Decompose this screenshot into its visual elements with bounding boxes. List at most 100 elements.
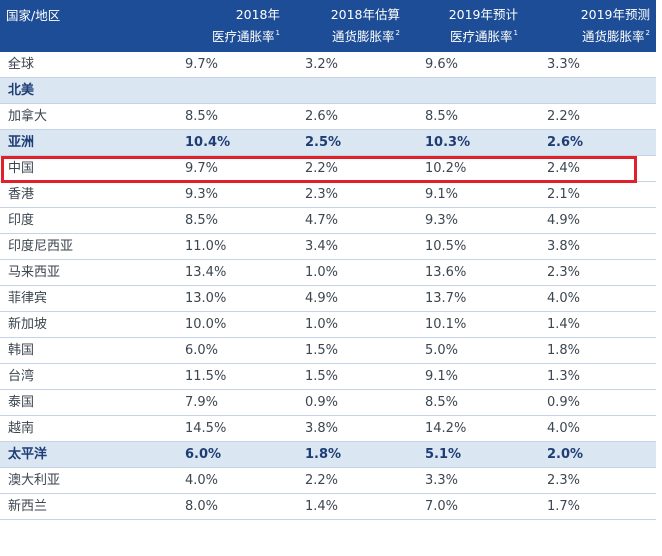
row-value-2018-inflation: 3.4% <box>305 239 339 254</box>
row-value-2019-inflation: 2.1% <box>547 187 581 202</box>
header-col4-title-text: 通货膨胀率 <box>582 29 645 44</box>
row-value-2019-medical: 3.3% <box>425 473 459 488</box>
row-value-2019-medical: 10.1% <box>425 317 467 332</box>
row-value-2019-medical: 5.1% <box>425 447 462 462</box>
table-row: 菲律宾 13.0% 4.9% 13.7% 4.0% <box>0 286 656 312</box>
row-value-2019-inflation: 3.3% <box>547 57 581 72</box>
row-value-2018-inflation: 1.0% <box>305 265 339 280</box>
row-value-2018-inflation: 1.5% <box>305 369 339 384</box>
row-region-text: 全球 <box>8 57 35 72</box>
row-value-2019-medical: 10.5% <box>425 239 467 254</box>
row-value-2018-medical: 10.0% <box>185 317 227 332</box>
row-value-2019-medical: 7.0% <box>425 499 459 514</box>
table-row: 加拿大 8.5% 2.6% 8.5% 2.2% <box>0 104 656 130</box>
row-value-2019-inflation: 1.3% <box>547 369 581 384</box>
row-value-2018-medical: 11.5% <box>185 369 227 384</box>
row-region: 越南 <box>8 421 35 436</box>
row-value-2019-inflation: 2.0% <box>547 447 584 462</box>
row-value-2018-inflation: 2.5% <box>305 135 342 150</box>
row-value-2018-medical: 6.0% <box>185 343 219 358</box>
row-value-2018-inflation: 1.0% <box>305 317 339 332</box>
row-value-2019-inflation: 1.7% <box>547 499 581 514</box>
table-row: 印度 8.5% 4.7% 9.3% 4.9% <box>0 208 656 234</box>
row-region: 香港 <box>8 187 35 202</box>
table-row: 台湾 11.5% 1.5% 9.1% 1.3% <box>0 364 656 390</box>
row-value-2018-medical: 8.5% <box>185 109 219 124</box>
row-value-2018-inflation: 2.3% <box>305 187 339 202</box>
row-value-2019-inflation: 2.2% <box>547 109 581 124</box>
row-value-2018-medical: 13.4% <box>185 265 227 280</box>
row-value-2019-inflation: 0.9% <box>547 395 581 410</box>
row-value-2018-medical: 13.0% <box>185 291 227 306</box>
header-col4-footnote: 2 <box>645 29 650 37</box>
row-value-2019-inflation: 1.4% <box>547 317 581 332</box>
row-value-2019-medical: 9.6% <box>425 57 459 72</box>
row-value-2018-inflation: 4.9% <box>305 291 339 306</box>
table-row: 马来西亚 13.4% 1.0% 13.6% 2.3% <box>0 260 656 286</box>
row-value-2018-medical: 8.5% <box>185 213 219 228</box>
row-value-2018-medical: 9.7% <box>185 57 219 72</box>
row-value-2018-medical: 4.0% <box>185 473 219 488</box>
row-value-2019-medical: 9.1% <box>425 187 459 202</box>
table-row: 泰国 7.9% 0.9% 8.5% 0.9% <box>0 390 656 416</box>
header-col1-year: 2018年 <box>235 7 280 22</box>
row-value-2018-medical: 7.9% <box>185 395 219 410</box>
row-value-2018-inflation: 1.8% <box>305 447 342 462</box>
table-row: 澳大利亚 4.0% 2.2% 3.3% 2.3% <box>0 468 656 494</box>
row-region: 印度尼西亚 <box>8 239 74 254</box>
row-region: 菲律宾 <box>8 291 48 306</box>
row-value-2019-inflation: 4.0% <box>547 291 581 306</box>
header-col4-year: 2019年预测 <box>580 7 650 22</box>
row-value-2018-medical: 10.4% <box>185 135 231 150</box>
row-value-2018-inflation: 2.6% <box>305 109 339 124</box>
inflation-table: 国家/地区 2018年 医疗通胀率1 2018年估算 通货膨胀率2 2019年预… <box>0 0 656 520</box>
row-value-2019-inflation: 2.6% <box>547 135 584 150</box>
row-region: 马来西亚 <box>8 265 61 280</box>
header-col2-title: 通货膨胀率2 <box>296 24 400 46</box>
row-value-2019-medical: 5.0% <box>425 343 459 358</box>
row-value-2019-inflation: 2.3% <box>547 473 581 488</box>
row-value-2018-medical: 8.0% <box>185 499 219 514</box>
header-col2-title-text: 通货膨胀率 <box>332 29 395 44</box>
row-value-2019-inflation: 2.3% <box>547 265 581 280</box>
row-region: 太平洋 <box>8 447 48 462</box>
row-value-2018-inflation: 3.2% <box>305 57 339 72</box>
row-region: 台湾 <box>8 369 35 384</box>
row-value-2018-inflation: 1.4% <box>305 499 339 514</box>
row-region: 北美 <box>8 83 35 98</box>
row-value-2019-medical: 8.5% <box>425 109 459 124</box>
row-value-2018-inflation: 3.8% <box>305 421 339 436</box>
header-col-2018-inflation: 2018年估算 通货膨胀率2 <box>296 0 400 52</box>
header-col4-title: 通货膨胀率2 <box>536 24 650 46</box>
header-col1-title-text: 医疗通胀率 <box>212 29 275 44</box>
row-value-2019-medical: 13.7% <box>425 291 467 306</box>
row-value-2019-inflation: 4.9% <box>547 213 581 228</box>
row-value-2019-medical: 9.3% <box>425 213 459 228</box>
row-value-2018-medical: 6.0% <box>185 447 222 462</box>
table-row: 香港 9.3% 2.3% 9.1% 2.1% <box>0 182 656 208</box>
row-value-2019-medical: 10.3% <box>425 135 471 150</box>
header-col1-footnote: 1 <box>275 29 280 37</box>
table-row: 越南 14.5% 3.8% 14.2% 4.0% <box>0 416 656 442</box>
row-value-2019-inflation: 3.8% <box>547 239 581 254</box>
header-col1-title: 医疗通胀率1 <box>178 24 280 46</box>
row-value-2019-medical: 8.5% <box>425 395 459 410</box>
table-group-row: 太平洋 6.0% 1.8% 5.1% 2.0% <box>0 442 656 468</box>
header-col2-footnote: 2 <box>395 29 400 37</box>
row-value-2018-inflation: 0.9% <box>305 395 339 410</box>
table-row: 韩国 6.0% 1.5% 5.0% 1.8% <box>0 338 656 364</box>
table-row: 全球 3 9.7% 3.2% 9.6% 3.3% <box>0 52 656 78</box>
row-value-2018-medical: 11.0% <box>185 239 227 254</box>
row-value-2018-medical: 14.5% <box>185 421 227 436</box>
row-value-2019-inflation: 4.0% <box>547 421 581 436</box>
table-header: 国家/地区 2018年 医疗通胀率1 2018年估算 通货膨胀率2 2019年预… <box>0 0 656 52</box>
row-region-footnote: 3 <box>8 61 13 69</box>
header-col-2019-inflation: 2019年预测 通货膨胀率2 <box>536 0 650 52</box>
row-value-2018-inflation: 4.7% <box>305 213 339 228</box>
row-value-2019-medical: 10.2% <box>425 161 467 176</box>
header-col3-year: 2019年预计 <box>448 7 518 22</box>
row-value-2018-medical: 9.3% <box>185 187 219 202</box>
row-value-2019-inflation: 2.4% <box>547 161 581 176</box>
header-col3-footnote: 1 <box>513 29 518 37</box>
row-value-2019-medical: 9.1% <box>425 369 459 384</box>
